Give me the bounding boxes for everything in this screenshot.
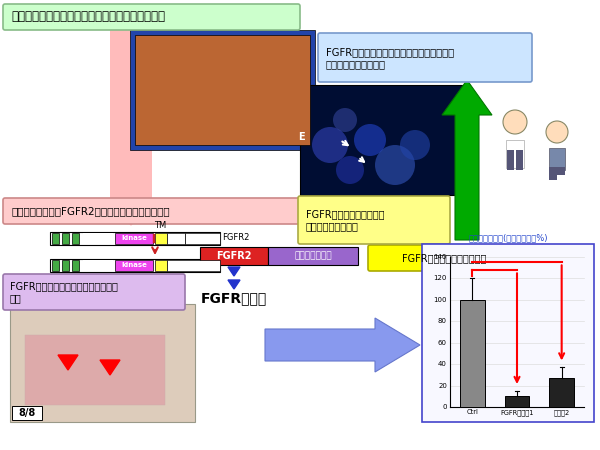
Text: FGFR2: FGFR2 (216, 251, 252, 261)
Circle shape (503, 110, 527, 134)
Text: 80: 80 (438, 318, 447, 324)
Text: 140: 140 (434, 254, 447, 260)
Polygon shape (442, 80, 492, 240)
Text: 新しいがん遺伝子FGFR2キナーゼ融合遺伝子の発見: 新しいがん遺伝子FGFR2キナーゼ融合遺伝子の発見 (11, 206, 170, 216)
Bar (507, 150, 514, 170)
Bar (130, 30, 315, 150)
Bar (25, 335, 165, 405)
Polygon shape (100, 360, 120, 375)
Circle shape (375, 145, 415, 185)
Text: FGFR阻害剤: FGFR阻害剤 (201, 291, 267, 305)
Bar (72, 260, 79, 271)
Circle shape (400, 130, 430, 160)
Bar (185, 233, 220, 244)
Text: FGFR2: FGFR2 (222, 234, 250, 243)
Text: Ctrl: Ctrl (466, 409, 478, 415)
FancyBboxPatch shape (368, 245, 520, 271)
Text: FGFR阻害剤1: FGFR阻害剤1 (500, 409, 533, 416)
Text: 8/8: 8/8 (19, 408, 35, 418)
Bar (50, 232, 220, 245)
Bar (167, 260, 220, 271)
Bar (83, 260, 113, 271)
Circle shape (333, 108, 357, 132)
Bar (72, 233, 79, 244)
Bar (153, 234, 155, 243)
FancyBboxPatch shape (3, 274, 185, 310)
Bar (10, 304, 195, 422)
FancyBboxPatch shape (3, 198, 300, 224)
Polygon shape (110, 202, 152, 225)
Bar (549, 172, 557, 180)
Bar (422, 244, 594, 422)
Text: 阻害剤2: 阻害剤2 (554, 409, 570, 416)
Bar (460, 300, 485, 407)
Bar (155, 260, 167, 271)
Circle shape (546, 121, 568, 143)
Bar (12, 406, 42, 420)
Circle shape (354, 124, 386, 156)
Bar (135, 35, 310, 145)
Bar (550, 378, 574, 407)
Polygon shape (228, 280, 240, 289)
FancyArrow shape (549, 148, 565, 170)
Bar (62, 260, 69, 271)
Bar (167, 233, 185, 244)
Polygon shape (58, 355, 78, 370)
Circle shape (312, 127, 348, 163)
Bar (516, 150, 523, 170)
Circle shape (336, 156, 364, 184)
Text: 100: 100 (433, 297, 447, 303)
FancyBboxPatch shape (298, 196, 450, 244)
Text: 40: 40 (438, 361, 447, 367)
Bar (300, 85, 470, 195)
Bar (50, 259, 220, 272)
Bar (200, 247, 268, 265)
FancyArrow shape (506, 140, 524, 168)
Text: コロニー形成能(対象に対する%): コロニー形成能(対象に対する%) (468, 233, 548, 242)
Text: FGFR阻害剤による胆道がんに対する新たな
分子標的治療の可能性: FGFR阻害剤による胆道がんに対する新たな 分子標的治療の可能性 (326, 47, 454, 69)
Text: FGFR阻害剤による機能抑制: FGFR阻害剤による機能抑制 (402, 253, 486, 263)
Bar (115, 233, 153, 244)
Text: TM: TM (154, 221, 166, 230)
Text: 60: 60 (438, 340, 447, 346)
Bar (155, 233, 167, 244)
Bar (52, 233, 59, 244)
Bar (110, 28, 152, 202)
Text: kinase: kinase (121, 262, 147, 268)
Text: 0: 0 (443, 404, 447, 410)
Polygon shape (265, 318, 420, 372)
Text: FGFR融合遺伝子を検出す
る分子診断法の確立: FGFR融合遺伝子を検出す る分子診断法の確立 (306, 209, 385, 231)
Text: 日本を始めアジアに多い難治がんである胆道がん: 日本を始めアジアに多い難治がんである胆道がん (11, 10, 165, 23)
Bar (505, 396, 529, 407)
Text: 120: 120 (434, 275, 447, 281)
Bar (549, 167, 565, 175)
Text: kinase: kinase (121, 235, 147, 241)
Text: 20: 20 (438, 382, 447, 388)
Polygon shape (228, 267, 240, 276)
FancyBboxPatch shape (318, 33, 532, 82)
Bar (83, 233, 113, 244)
Bar (52, 260, 59, 271)
FancyBboxPatch shape (3, 4, 300, 30)
Text: FGFR融合遺伝子はがん遺伝子として
機能: FGFR融合遺伝子はがん遺伝子として 機能 (10, 281, 118, 303)
Text: 融合パートナー: 融合パートナー (294, 252, 332, 261)
Bar (268, 247, 358, 265)
Text: E: E (298, 132, 305, 142)
Bar (115, 260, 153, 271)
Bar (62, 233, 69, 244)
